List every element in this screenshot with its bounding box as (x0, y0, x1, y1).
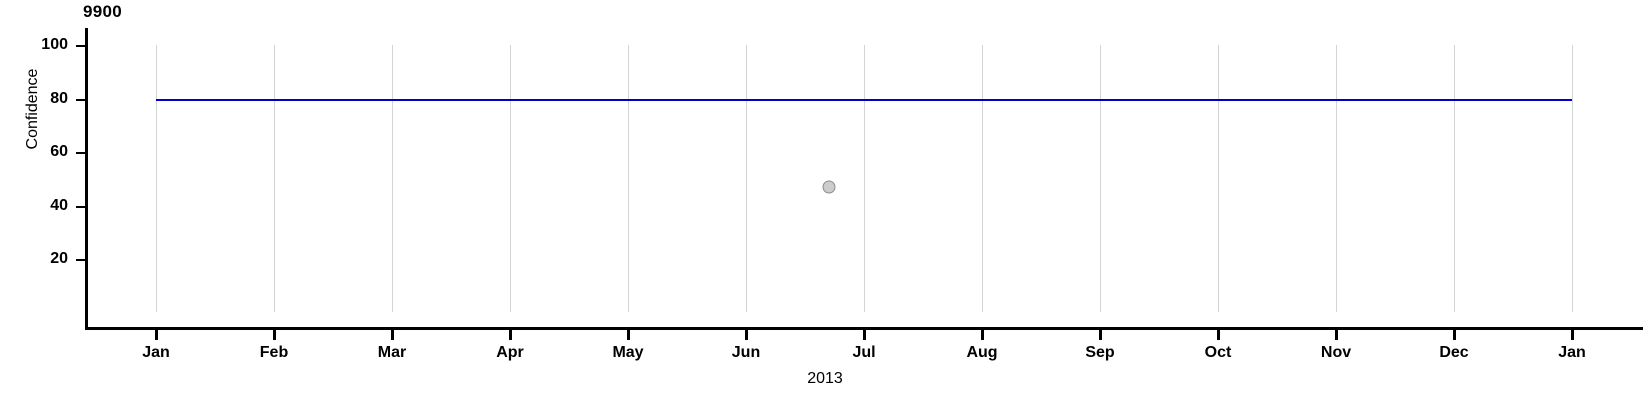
gridline-vertical (746, 45, 747, 312)
y-tick-label: 80 (50, 89, 68, 107)
x-tick-mark (391, 330, 394, 340)
x-tick-label: Nov (1320, 344, 1352, 361)
chart-title: 9900 (83, 2, 123, 21)
x-tick-label: Jan (142, 344, 170, 361)
y-tick-mark (76, 152, 85, 154)
x-tick-mark (981, 330, 984, 340)
y-tick-label: 100 (41, 36, 68, 53)
x-tick-mark (155, 330, 158, 340)
y-axis-title: Confidence (24, 68, 41, 150)
y-tick-label: 20 (50, 250, 68, 267)
x-tick-mark (509, 330, 512, 340)
x-tick-mark (863, 330, 866, 340)
x-tick-label: Feb (259, 344, 289, 361)
gridline-vertical (510, 45, 511, 312)
gridline-vertical (392, 45, 393, 312)
x-axis-title: 2013 (807, 370, 843, 387)
y-tick-label: 60 (50, 143, 68, 160)
gridline-vertical (628, 45, 629, 312)
y-tick-label: 40 (50, 196, 68, 214)
y-tick-mark (76, 98, 85, 101)
x-tick-label: Apr (496, 344, 524, 361)
y-tick-mark (76, 45, 85, 47)
gridline-vertical (1572, 45, 1573, 312)
x-tick-mark (1335, 330, 1338, 340)
x-tick-label: Jul (852, 344, 876, 361)
x-tick-label: Dec (1439, 344, 1469, 361)
x-tick-mark (273, 330, 276, 340)
y-tick-mark (76, 205, 85, 208)
x-tick-mark (1217, 330, 1220, 340)
x-tick-label: Jun (731, 344, 761, 361)
threshold-line (156, 98, 1572, 101)
gridline-vertical (864, 45, 865, 312)
x-tick-label: Jan (1558, 344, 1586, 361)
x-tick-mark (1453, 330, 1456, 340)
x-tick-mark (627, 330, 630, 340)
x-tick-mark (1571, 330, 1574, 340)
x-tick-label: Oct (1204, 344, 1232, 361)
gridline-vertical (1336, 45, 1337, 312)
y-tick-mark (76, 259, 85, 261)
gridline-vertical (156, 45, 157, 312)
x-tick-label: Sep (1085, 344, 1115, 361)
data-point-marker[interactable] (822, 180, 836, 194)
x-tick-label: May (612, 344, 644, 361)
gridline-vertical (1218, 45, 1219, 312)
gridline-vertical (274, 45, 275, 312)
x-tick-mark (1099, 330, 1102, 340)
x-tick-mark (745, 330, 748, 340)
y-axis-line (85, 28, 88, 329)
x-tick-label: Aug (966, 344, 998, 361)
gridline-vertical (982, 45, 983, 312)
gridline-vertical (1100, 45, 1101, 312)
gridline-vertical (1454, 45, 1455, 312)
x-tick-label: Mar (377, 344, 407, 361)
x-axis-line (85, 327, 1643, 330)
